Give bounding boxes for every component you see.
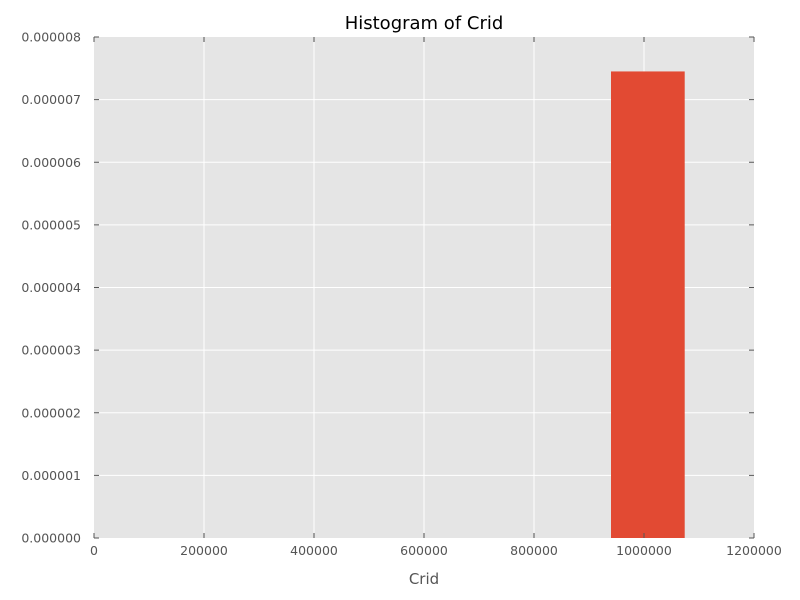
y-tick-label: 0.000000 xyxy=(21,531,81,546)
chart-title: Histogram of Crid xyxy=(345,13,504,34)
histogram-bar xyxy=(611,71,685,538)
x-tick-label: 200000 xyxy=(180,543,228,558)
x-tick-label: 0 xyxy=(90,543,98,558)
y-tick-label: 0.000005 xyxy=(21,217,81,232)
y-tick-label: 0.000002 xyxy=(21,405,81,420)
bars xyxy=(611,71,685,538)
tick-marks xyxy=(93,36,755,539)
x-tick-label: 400000 xyxy=(290,543,338,558)
x-tick-label: 800000 xyxy=(510,543,558,558)
y-tick-label: 0.000003 xyxy=(21,343,81,358)
x-tick-label: 1000000 xyxy=(616,543,672,558)
y-tick-labels: 0.000000 0.000001 0.000002 0.000003 0.000004… xyxy=(21,30,81,546)
x-axis-label: Crid xyxy=(409,570,439,588)
x-tick-labels: 0 200000 400000 600000 800000 1000000 1200000 xyxy=(90,543,782,558)
y-tick-label: 0.000004 xyxy=(21,280,81,295)
y-tick-label: 0.000006 xyxy=(21,155,81,170)
x-tick-label: 1200000 xyxy=(726,543,782,558)
x-tick-label: 600000 xyxy=(400,543,448,558)
y-tick-label: 0.000001 xyxy=(21,468,81,483)
y-tick-label: 0.000007 xyxy=(21,92,81,107)
y-tick-label: 0.000008 xyxy=(21,30,81,45)
